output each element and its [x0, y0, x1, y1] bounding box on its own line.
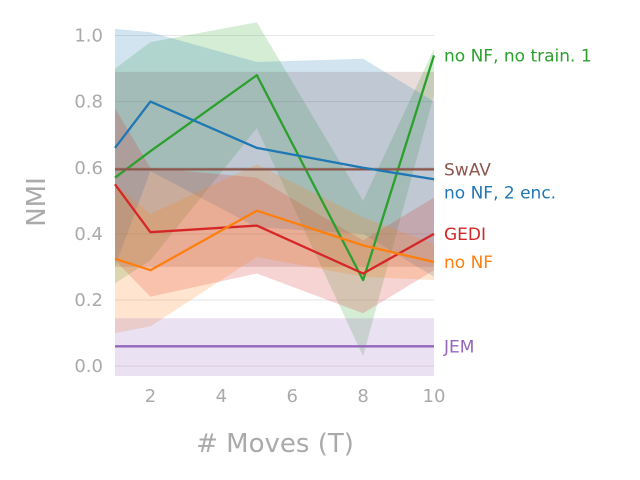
label-no-nf-no-train-1: no NF, no train. 1: [444, 46, 592, 66]
label-no-nf: no NF: [444, 253, 493, 273]
y-tick-label: 0.0: [74, 356, 103, 377]
band-no-nf-no-train-1: [115, 22, 434, 357]
label-swav: SwAV: [444, 160, 491, 180]
label-gedi: GEDI: [444, 225, 486, 245]
line-no-nf: [114, 209, 435, 272]
y-axis-title: NMI: [22, 177, 52, 227]
band-no-nf-2-enc: [115, 28, 434, 277]
series-labels: no NF, no train. 1 SwAV no NF, 2 enc. GEDI n…: [443, 46, 592, 357]
series-lines: [114, 55, 436, 348]
line-gedi: [114, 183, 435, 275]
y-tick-label: 0.4: [74, 224, 103, 245]
label-no-nf-2-enc: no NF, 2 enc.: [444, 183, 556, 203]
y-tick-label: 0.6: [74, 158, 103, 179]
label-jem: JEM: [443, 337, 474, 357]
x-tick-labels: 2 4 6 8 10: [145, 386, 446, 407]
x-tick-label: 10: [423, 386, 446, 407]
y-tick-label: 0.8: [74, 92, 103, 113]
x-tick-label: 6: [286, 386, 297, 407]
line-no-nf-no-train-1: [114, 55, 436, 282]
y-tick-labels: 0.0 0.2 0.4 0.6 0.8 1.0: [74, 26, 103, 378]
x-tick-label: 2: [145, 386, 156, 407]
x-tick-label: 8: [357, 386, 368, 407]
confidence-bands: [115, 22, 434, 376]
x-tick-label: 4: [216, 386, 227, 407]
x-axis-title: # Moves (T): [196, 429, 354, 459]
line-no-nf-2-enc: [114, 100, 435, 181]
y-tick-label: 1.0: [74, 26, 103, 47]
band-no-nf: [115, 164, 434, 333]
y-tick-label: 0.2: [74, 290, 103, 311]
